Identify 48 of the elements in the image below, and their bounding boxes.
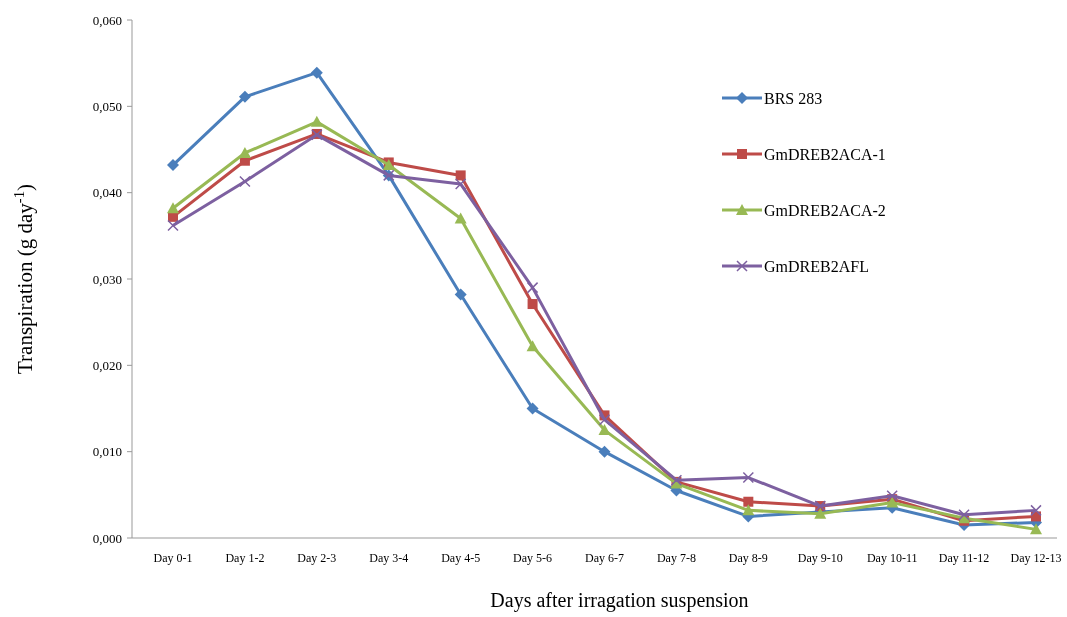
x-tick-label: Day 3-4 xyxy=(369,551,409,565)
x-tick-label: Day 8-9 xyxy=(728,551,768,565)
point xyxy=(743,496,754,507)
x-tick-label: Day 4-5 xyxy=(441,551,481,565)
point xyxy=(239,175,251,188)
y-tick-label: 0,040 xyxy=(92,185,122,201)
point xyxy=(454,288,467,301)
y-tick-label: 0,050 xyxy=(92,98,122,114)
x-tick-label: Day 6-7 xyxy=(585,551,624,565)
x-tick-label: Day 10-11 xyxy=(866,551,918,565)
point xyxy=(598,445,611,458)
y-tick-label: 0,030 xyxy=(92,271,122,287)
x-tick-label: Day 2-3 xyxy=(297,551,337,565)
legend-label: GmDREB2AFL xyxy=(764,257,869,275)
y-tick-label: 0,060 xyxy=(92,12,122,28)
x-tick-label: Day 1-2 xyxy=(225,551,265,565)
point xyxy=(310,66,323,79)
point xyxy=(742,471,755,484)
y-tick-label: 0,020 xyxy=(92,357,122,373)
point xyxy=(1030,523,1042,535)
x-tick-label: Day 5-6 xyxy=(513,551,553,565)
x-tick-label: Day 11-12 xyxy=(938,551,990,565)
point xyxy=(454,178,467,190)
y-tick-label: 0,010 xyxy=(92,444,122,460)
x-tick-label: Day 7-8 xyxy=(656,551,696,565)
point xyxy=(527,299,538,310)
point xyxy=(1030,504,1042,517)
point xyxy=(238,90,251,103)
point xyxy=(455,170,466,181)
x-tick-label: Day 9-10 xyxy=(797,551,843,565)
point xyxy=(526,340,539,352)
point xyxy=(167,202,179,214)
point xyxy=(526,402,539,415)
x-tick-label: Day 0-1 xyxy=(153,551,193,565)
legend-label: GmDREB2ACA-2 xyxy=(764,201,886,219)
legend-label: BRS 283 xyxy=(764,89,823,107)
legend-label: GmDREB2ACA-1 xyxy=(764,145,886,163)
point xyxy=(167,159,179,172)
point xyxy=(526,281,539,294)
point xyxy=(454,212,467,224)
point xyxy=(167,219,179,232)
point xyxy=(886,489,898,502)
point xyxy=(958,508,970,521)
point xyxy=(310,115,323,127)
x-axis-title: Days after irragation suspension xyxy=(490,589,749,612)
point xyxy=(742,504,755,516)
y-tick-label: 0,000 xyxy=(92,530,122,546)
x-tick-label: Day 12-13 xyxy=(1010,551,1062,565)
